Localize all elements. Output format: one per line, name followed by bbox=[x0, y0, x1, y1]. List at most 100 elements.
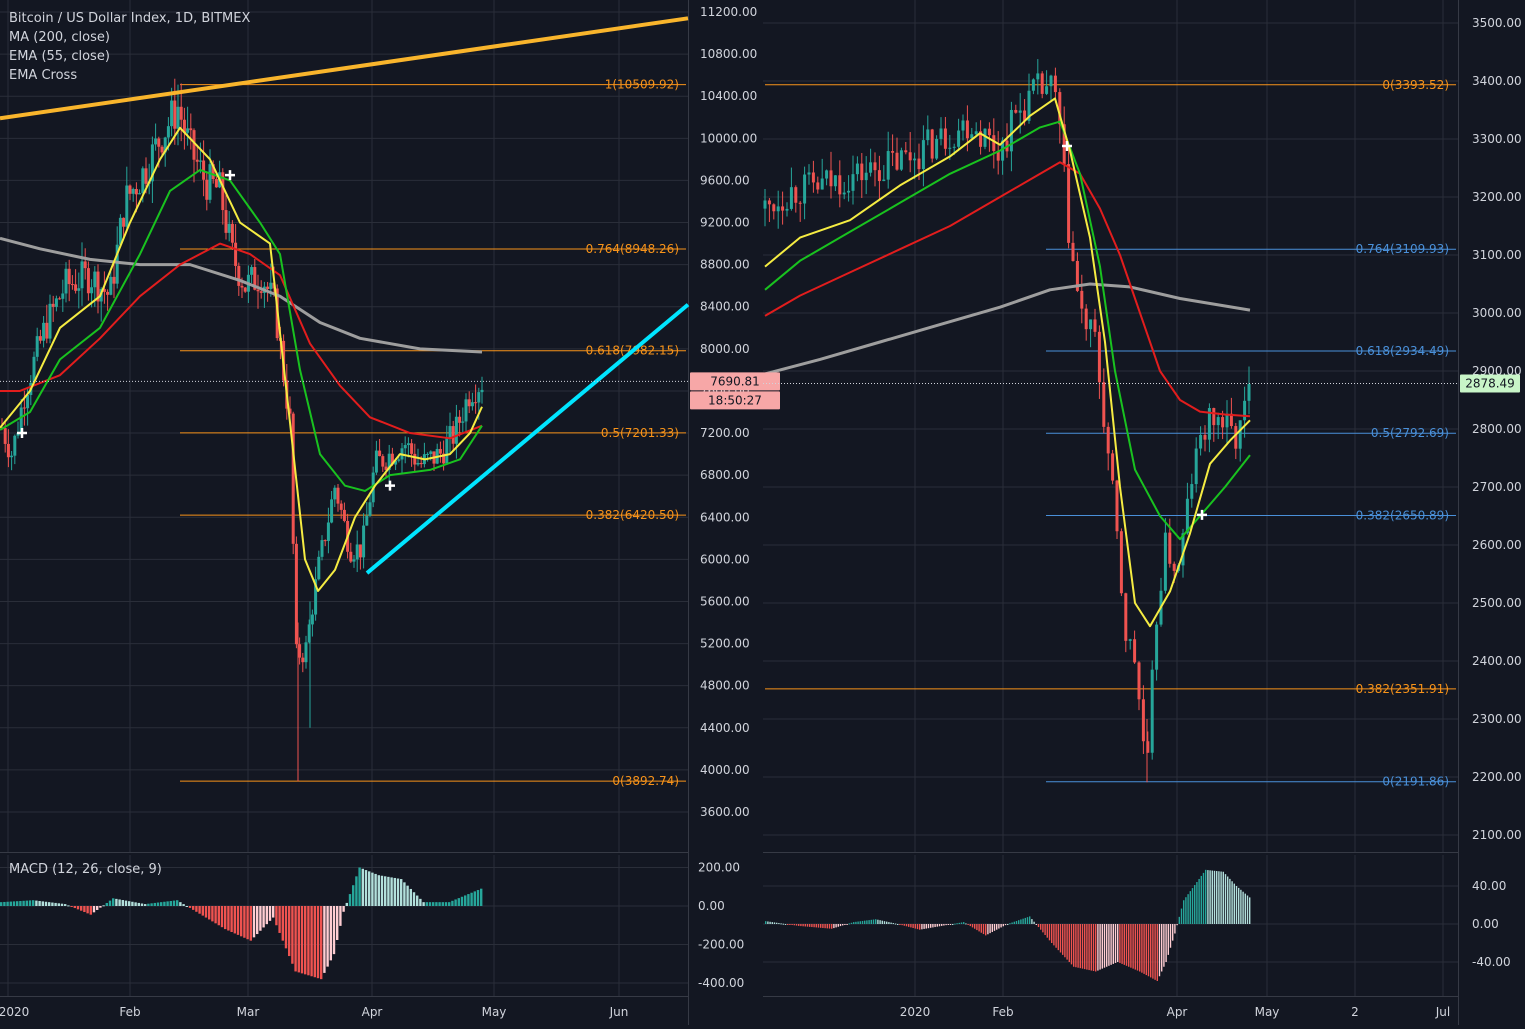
macd-bar bbox=[1216, 871, 1218, 924]
candle-body bbox=[979, 131, 983, 147]
candle-body bbox=[781, 206, 785, 211]
candle-body bbox=[1137, 662, 1141, 700]
macd-bar bbox=[291, 906, 294, 964]
macd-bar bbox=[444, 902, 448, 906]
macd-bar bbox=[192, 906, 195, 910]
candle-body bbox=[355, 544, 359, 560]
macd-bar bbox=[1114, 924, 1117, 963]
macd-bar bbox=[1176, 924, 1178, 926]
macd-bar bbox=[969, 924, 971, 927]
x-tick-label: Apr bbox=[362, 1005, 383, 1019]
candle-body bbox=[349, 551, 353, 562]
macd-bar bbox=[294, 906, 297, 972]
macd-bar bbox=[176, 900, 179, 906]
macd-bar bbox=[1238, 887, 1240, 924]
candle-body bbox=[163, 137, 167, 153]
macd-bar bbox=[1059, 924, 1062, 953]
macd-bar bbox=[822, 924, 824, 928]
macd-bar bbox=[938, 924, 941, 927]
macd-bar bbox=[124, 900, 128, 906]
fib-level-label: 0(3393.52) bbox=[1382, 78, 1449, 92]
y-tick-label: 9600.00 bbox=[700, 173, 750, 187]
candle-body bbox=[266, 286, 270, 290]
macd-bar bbox=[140, 903, 144, 906]
y-tick-label: 3000.00 bbox=[1472, 306, 1522, 320]
macd-bar bbox=[86, 906, 89, 914]
macd-bar bbox=[1233, 883, 1235, 924]
candle-body bbox=[336, 487, 340, 504]
candle-body bbox=[211, 164, 215, 180]
macd-bar bbox=[246, 906, 249, 940]
candle-body bbox=[851, 174, 855, 191]
candle-body bbox=[38, 336, 42, 341]
macd-bar bbox=[89, 906, 92, 915]
y-tick-label: 4800.00 bbox=[700, 679, 750, 693]
macd-bar bbox=[1154, 924, 1156, 980]
y-tick-label: 8400.00 bbox=[700, 300, 750, 314]
macd-bar bbox=[901, 924, 903, 926]
x-tick-label: Jun bbox=[609, 1005, 629, 1019]
macd-bar bbox=[1024, 917, 1026, 924]
candle-body bbox=[394, 460, 398, 465]
candle-body bbox=[1053, 75, 1057, 93]
macd-bar bbox=[1156, 924, 1158, 981]
candle-body bbox=[403, 445, 407, 449]
candle-body bbox=[930, 129, 934, 159]
macd-bar bbox=[454, 899, 457, 906]
macd-bar bbox=[438, 902, 441, 906]
macd-bar bbox=[881, 920, 883, 924]
legend-macd[interactable]: MACD (12, 26, close, 9) bbox=[9, 862, 162, 877]
macd-bar bbox=[406, 885, 409, 906]
candle-body bbox=[474, 402, 478, 404]
candle-body bbox=[13, 435, 17, 456]
macd-bar bbox=[1178, 916, 1180, 924]
macd-bar bbox=[1128, 924, 1130, 967]
macd-bar bbox=[419, 898, 422, 906]
macd-bar bbox=[387, 876, 390, 906]
macd-bar bbox=[1139, 924, 1141, 972]
macd-bar bbox=[1040, 924, 1042, 930]
macd-bar bbox=[1079, 924, 1081, 969]
legend-symbol[interactable]: Bitcoin / US Dollar Index, 1D, BITMEX bbox=[9, 11, 251, 26]
legend-ema-cross[interactable]: EMA Cross bbox=[9, 68, 78, 83]
macd-bar bbox=[326, 906, 329, 967]
macd-bar bbox=[1209, 870, 1211, 924]
macd-bar bbox=[899, 924, 901, 925]
macd-bar bbox=[243, 906, 246, 938]
candle-body bbox=[1036, 73, 1040, 80]
candle-body bbox=[807, 172, 811, 175]
candle-body bbox=[19, 407, 23, 434]
macd-bar bbox=[936, 924, 938, 927]
candle-body bbox=[917, 158, 921, 170]
macd-bar bbox=[1048, 924, 1051, 941]
macd-bar bbox=[112, 898, 115, 906]
y-tick-label: 3200.00 bbox=[1472, 190, 1522, 204]
macd-right bbox=[765, 869, 1251, 981]
candle-body bbox=[234, 242, 238, 266]
legend-ma200[interactable]: MA (200, close) bbox=[9, 30, 110, 45]
macd-bar bbox=[211, 906, 214, 922]
macd-bar bbox=[83, 906, 86, 913]
candle-body bbox=[908, 152, 912, 161]
candle-body bbox=[80, 261, 84, 289]
y-tick-label: 3300.00 bbox=[1472, 132, 1522, 146]
legend-ema55[interactable]: EMA (55, close) bbox=[9, 49, 110, 64]
macd-bar bbox=[780, 923, 782, 925]
candle-body bbox=[125, 185, 129, 227]
candle-body bbox=[253, 267, 257, 290]
macd-bar bbox=[1073, 924, 1075, 967]
macd-bar bbox=[441, 902, 444, 906]
candle-body bbox=[820, 178, 824, 190]
macd-bar bbox=[916, 924, 919, 930]
y-tick-label: 4000.00 bbox=[700, 763, 750, 777]
candle-body bbox=[873, 162, 877, 171]
macd-bar bbox=[998, 924, 1000, 929]
candles-right bbox=[763, 59, 1251, 783]
macd-bar bbox=[409, 888, 412, 906]
macd-bar bbox=[57, 903, 60, 906]
candle-body bbox=[237, 265, 241, 286]
macd-bar bbox=[198, 906, 201, 914]
fib-level-label: 0.618(2934.49) bbox=[1356, 344, 1449, 358]
